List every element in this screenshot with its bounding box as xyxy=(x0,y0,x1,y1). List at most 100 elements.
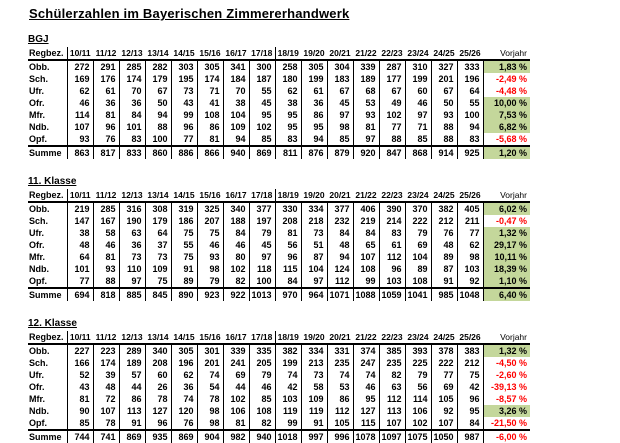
delta-value: 10,00 % xyxy=(483,97,530,109)
cell-value: 26 xyxy=(145,381,172,393)
cell-value: 377 xyxy=(327,202,354,215)
row-label: Ofr. xyxy=(28,239,68,251)
table-row: Ofr. 46 36 36 50 43 41 38 45 38 36 45 53 49 46 50 55 10,0… xyxy=(28,97,530,109)
cell-value: 75 xyxy=(171,251,198,263)
cell-value: 89 xyxy=(431,251,458,263)
cell-value: 73 xyxy=(301,369,328,381)
cell-value: 211 xyxy=(457,215,484,227)
cell-value: 84 xyxy=(275,275,302,288)
row-label: Obb. xyxy=(28,60,68,73)
cell-value: 75 xyxy=(145,275,172,288)
cell-value: 95 xyxy=(457,405,484,417)
cell-value: 982 xyxy=(223,429,250,443)
cell-value: 222 xyxy=(431,357,458,369)
cell-value: 340 xyxy=(145,344,172,357)
delta-value: 1,10 % xyxy=(483,275,530,288)
cell-value: 833 xyxy=(119,145,146,159)
cell-value: 102 xyxy=(223,263,250,275)
delta-value: 1,20 % xyxy=(483,145,530,159)
cell-value: 99 xyxy=(275,417,302,430)
cell-value: 38 xyxy=(223,97,250,109)
cell-value: 81 xyxy=(353,121,380,133)
cell-value: 287 xyxy=(379,60,406,73)
cell-value: 84 xyxy=(119,109,146,121)
section-label: BGJ xyxy=(28,34,49,45)
cell-value: 96 xyxy=(275,251,302,263)
cell-value: 189 xyxy=(353,73,380,85)
cell-value: 46 xyxy=(67,97,94,109)
cell-value: 101 xyxy=(67,263,94,275)
cell-value: 69 xyxy=(223,369,250,381)
cell-value: 82 xyxy=(223,275,250,288)
cell-value: 218 xyxy=(301,215,328,227)
column-header: 10/11 xyxy=(67,331,93,345)
cell-value: 319 xyxy=(171,202,198,215)
cell-value: 212 xyxy=(431,215,458,227)
column-header: 12/13 xyxy=(119,189,145,203)
cell-value: 95 xyxy=(275,121,302,133)
cell-value: 55 xyxy=(457,97,484,109)
cell-value: 104 xyxy=(405,251,432,263)
cell-value: 374 xyxy=(353,344,380,357)
delta-column-header-text: Δ zumVorjahr xyxy=(500,47,527,58)
cell-value: 219 xyxy=(353,215,380,227)
cell-value: 119 xyxy=(275,405,302,417)
row-label: Opf. xyxy=(28,133,68,146)
cell-value: 890 xyxy=(171,287,198,301)
cell-value: 108 xyxy=(249,405,276,417)
row-label: Mfr. xyxy=(28,393,68,405)
delta-value: 6,02 % xyxy=(483,202,530,215)
cell-value: 103 xyxy=(457,263,484,275)
cell-value: 120 xyxy=(171,405,198,417)
cell-value: 920 xyxy=(353,145,380,159)
cell-value: 223 xyxy=(93,344,120,357)
column-header: 18/19 xyxy=(275,47,301,61)
cell-value: 103 xyxy=(275,393,302,405)
cell-value: 235 xyxy=(379,357,406,369)
row-label: Obb. xyxy=(28,202,68,215)
cell-value: 196 xyxy=(457,73,484,85)
cell-value: 102 xyxy=(249,121,276,133)
row-label: Sch. xyxy=(28,73,68,85)
cell-value: 382 xyxy=(431,202,458,215)
table-row: Ufr. 38 58 63 64 75 75 84 79 81 73 84 84 83 79 76 77 1,32… xyxy=(28,227,530,239)
cell-value: 985 xyxy=(431,287,458,301)
cell-value: 190 xyxy=(119,215,146,227)
cell-value: 58 xyxy=(301,381,328,393)
delta-column-header-text: Δ zumVorjahr xyxy=(500,189,527,200)
cell-value: 49 xyxy=(379,97,406,109)
cell-value: 817 xyxy=(93,145,120,159)
cell-value: 105 xyxy=(327,417,354,430)
cell-value: 208 xyxy=(275,215,302,227)
cell-value: 79 xyxy=(405,227,432,239)
cell-value: 48 xyxy=(67,239,94,251)
cell-value: 98 xyxy=(327,121,354,133)
cell-value: 98 xyxy=(197,405,224,417)
cell-value: 166 xyxy=(67,357,94,369)
cell-value: 86 xyxy=(119,393,146,405)
cell-value: 105 xyxy=(431,393,458,405)
cell-value: 44 xyxy=(119,381,146,393)
cell-value: 996 xyxy=(327,429,354,443)
cell-value: 179 xyxy=(145,73,172,85)
cell-value: 83 xyxy=(119,133,146,146)
delta-header-line1: Δ zum xyxy=(503,331,527,332)
column-header: 15/16 xyxy=(197,189,223,203)
cell-value: 90 xyxy=(67,405,94,417)
cell-value: 1013 xyxy=(249,287,276,301)
cell-value: 285 xyxy=(93,202,120,215)
cell-value: 60 xyxy=(405,85,432,97)
cell-value: 93 xyxy=(353,109,380,121)
row-label: Mfr. xyxy=(28,251,68,263)
cell-value: 694 xyxy=(67,287,94,301)
cell-value: 38 xyxy=(67,227,94,239)
delta-value: 6,82 % xyxy=(483,121,530,133)
cell-value: 114 xyxy=(67,109,94,121)
cell-value: 207 xyxy=(197,215,224,227)
cell-value: 85 xyxy=(405,133,432,146)
cell-value: 36 xyxy=(119,239,146,251)
cell-value: 93 xyxy=(67,133,94,146)
cell-value: 370 xyxy=(405,202,432,215)
cell-value: 205 xyxy=(249,357,276,369)
cell-value: 97 xyxy=(405,109,432,121)
